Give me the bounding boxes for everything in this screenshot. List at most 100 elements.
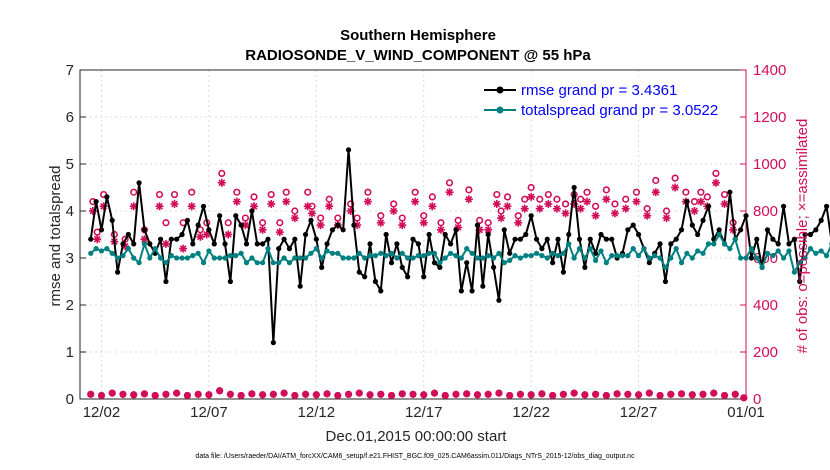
- obs-assimilated-point: [130, 391, 138, 399]
- obs-possible-point: [652, 176, 660, 185]
- rmse-point: [668, 241, 674, 247]
- obs-assimilated-point: [520, 204, 529, 213]
- totalspread-point: [270, 260, 276, 266]
- rmse-point: [727, 189, 733, 195]
- rmse-point: [324, 241, 330, 247]
- totalspread-point: [206, 248, 212, 254]
- rmse-point: [281, 236, 287, 242]
- totalspread-point: [399, 250, 405, 256]
- totalspread-point: [238, 250, 244, 256]
- totalspread-point: [98, 248, 105, 254]
- obs-assimilated-point: [441, 391, 449, 399]
- totalspread-point: [485, 253, 491, 259]
- totalspread-point: [222, 255, 228, 261]
- obs-assimilated-point: [302, 390, 310, 398]
- rmse-point: [786, 241, 792, 247]
- obs-assimilated-point: [275, 228, 284, 237]
- y-tick-label: 6: [66, 109, 74, 126]
- rmse-point: [351, 222, 357, 228]
- obs-assimilated-point: [624, 390, 632, 398]
- obs-assimilated-point: [667, 390, 675, 398]
- rmse-point: [157, 236, 164, 242]
- obs-assimilated-point: [561, 209, 570, 218]
- obs-assimilated-point: [217, 178, 226, 187]
- legend-spread-marker: [496, 106, 504, 114]
- obs-assimilated-point: [463, 390, 471, 398]
- obs-possible-point: [218, 169, 226, 177]
- obs-assimilated-point: [323, 390, 331, 398]
- obs-possible-point: [377, 212, 385, 220]
- obs-assimilated-point: [621, 204, 630, 213]
- totalspread-point: [609, 253, 615, 259]
- obs-possible-point: [224, 219, 232, 227]
- obs-assimilated-point: [720, 199, 729, 208]
- obs-assimilated-point: [93, 235, 102, 244]
- obs-possible-point: [712, 169, 720, 177]
- obs-possible-point: [445, 179, 454, 187]
- obs-possible-point: [622, 195, 630, 203]
- rmse-point: [748, 255, 754, 261]
- rmse-point: [480, 283, 486, 289]
- totalspread-point: [673, 246, 679, 252]
- rmse-point: [125, 231, 131, 238]
- obs-possible-point: [536, 195, 544, 203]
- obs-possible-point: [454, 216, 462, 224]
- totalspread-point: [641, 246, 647, 252]
- obs-assimilated-point: [452, 390, 460, 398]
- rmse-point: [458, 288, 464, 294]
- obs-assimilated-point: [527, 391, 535, 399]
- rmse-point: [490, 264, 497, 270]
- totalspread-point: [329, 250, 336, 256]
- rmse-point: [286, 246, 293, 252]
- totalspread-point: [764, 250, 771, 256]
- totalspread-point: [652, 253, 658, 259]
- obs-assimilated-point: [355, 389, 363, 397]
- obs-possible-point: [611, 200, 619, 208]
- obs-possible-point: [282, 188, 290, 196]
- totalspread-point: [523, 253, 529, 259]
- obs-assimilated-point: [420, 391, 428, 399]
- obs-possible-point: [233, 188, 241, 196]
- obs-assimilated-point: [258, 225, 267, 234]
- obs-assimilated-point: [495, 389, 503, 397]
- obs-assimilated-point: [194, 390, 202, 398]
- obs-assimilated-point: [366, 391, 374, 399]
- obs-assimilated-point: [699, 390, 707, 398]
- rmse-point: [329, 227, 336, 233]
- totalspread-point: [120, 253, 126, 259]
- obs-assimilated-point: [97, 391, 105, 399]
- y-tick-label: 2: [66, 297, 74, 314]
- totalspread-point: [716, 231, 722, 238]
- totalspread-point: [243, 260, 250, 266]
- totalspread-point: [646, 255, 652, 261]
- obs-assimilated-point: [267, 199, 276, 208]
- totalspread-point: [775, 248, 781, 254]
- obs-possible-point: [703, 193, 711, 201]
- rmse-point: [233, 213, 239, 219]
- obs-assimilated-point: [237, 391, 245, 399]
- totalspread-point: [308, 250, 314, 256]
- y-tick-label: 4: [66, 203, 74, 220]
- obs-assimilated-point: [411, 197, 420, 206]
- rmse-point: [345, 147, 352, 153]
- totalspread-point: [383, 253, 389, 259]
- rmse-point: [576, 236, 583, 242]
- x-axis-label: Dec.01,2015 00:00:00 start: [326, 428, 508, 445]
- totalspread-point: [297, 255, 303, 261]
- obs-possible-point: [632, 188, 641, 196]
- obs-possible-point: [720, 190, 729, 199]
- legend-rmse-marker: [496, 86, 504, 94]
- obs-assimilated-point: [334, 391, 342, 399]
- totalspread-point: [813, 250, 819, 256]
- obs-assimilated-point: [248, 390, 256, 398]
- y2-tick-label: 1200: [753, 109, 786, 126]
- totalspread-point: [356, 250, 362, 256]
- rmse-point: [823, 203, 830, 209]
- obs-assimilated-point: [140, 390, 148, 398]
- obs-assimilated-point: [161, 239, 170, 248]
- totalspread-point: [700, 250, 706, 256]
- totalspread-point: [292, 255, 298, 261]
- totalspread-point: [431, 250, 438, 256]
- obs-possible-point: [155, 190, 164, 199]
- totalspread-point: [566, 241, 572, 247]
